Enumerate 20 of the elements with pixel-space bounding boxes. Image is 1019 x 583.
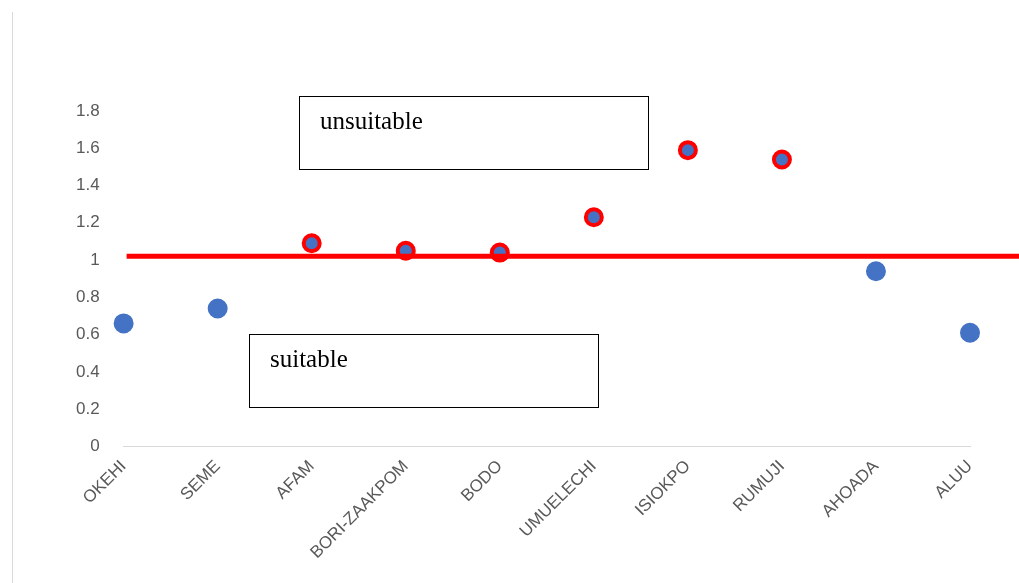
y-tick-label: 1.2	[75, 212, 100, 232]
text-box: unsuitable	[299, 96, 649, 170]
y-tick-label: 0.8	[75, 287, 100, 307]
y-tick-label: 0.2	[75, 398, 100, 418]
point	[207, 298, 228, 319]
point	[771, 149, 792, 170]
y-tick-label: 0.4	[75, 361, 100, 381]
y-tick-label: 1	[90, 249, 100, 269]
y-tick-label: 1.8	[75, 100, 100, 120]
point	[960, 322, 980, 343]
y-tick-label: 1.4	[75, 175, 100, 195]
y-tick-label: 0	[90, 436, 100, 456]
y-tick-label: 0.6	[75, 324, 100, 344]
point	[677, 140, 698, 161]
text-box: suitable	[249, 334, 599, 408]
point	[865, 261, 886, 282]
y-tick-label: 1.6	[75, 137, 100, 157]
point	[301, 233, 322, 254]
point	[583, 207, 604, 228]
point	[113, 313, 134, 334]
